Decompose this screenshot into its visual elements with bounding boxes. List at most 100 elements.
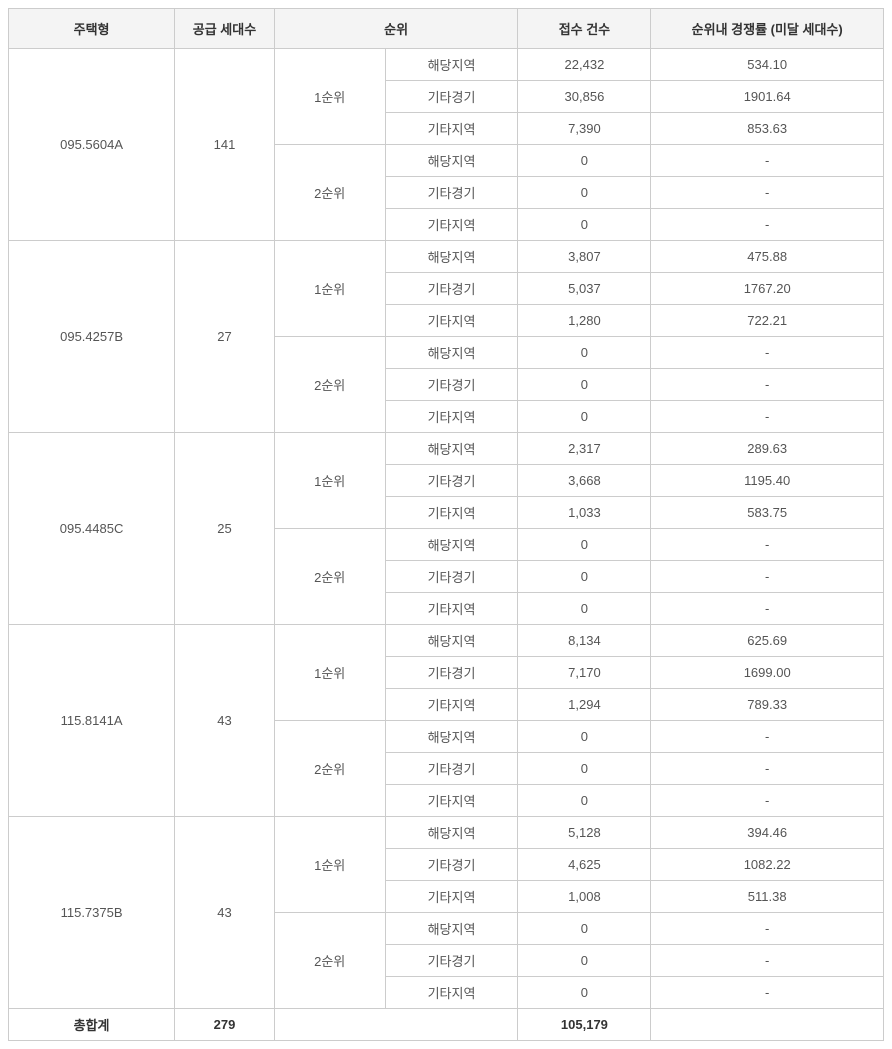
cell-rank: 1순위: [274, 433, 385, 529]
cell-region: 기타경기: [385, 177, 518, 209]
cell-total-applications: 105,179: [518, 1009, 651, 1041]
cell-ratio: 722.21: [651, 305, 884, 337]
cell-ratio: 1901.64: [651, 81, 884, 113]
cell-applications: 2,317: [518, 433, 651, 465]
cell-ratio: 289.63: [651, 433, 884, 465]
cell-total-rank-blank: [274, 1009, 518, 1041]
cell-region: 기타지역: [385, 689, 518, 721]
cell-region: 기타경기: [385, 849, 518, 881]
cell-ratio: -: [651, 785, 884, 817]
cell-applications: 0: [518, 209, 651, 241]
cell-region: 기타경기: [385, 273, 518, 305]
cell-ratio: -: [651, 721, 884, 753]
cell-rank: 2순위: [274, 913, 385, 1009]
cell-ratio: 1767.20: [651, 273, 884, 305]
cell-rank: 1순위: [274, 49, 385, 145]
cell-applications: 1,008: [518, 881, 651, 913]
cell-region: 해당지역: [385, 625, 518, 657]
cell-supply: 43: [175, 817, 275, 1009]
cell-ratio: 1195.40: [651, 465, 884, 497]
cell-house-type: 115.7375B: [9, 817, 175, 1009]
cell-region: 기타경기: [385, 465, 518, 497]
col-header-type: 주택형: [9, 9, 175, 49]
cell-applications: 0: [518, 369, 651, 401]
cell-applications: 0: [518, 561, 651, 593]
cell-applications: 0: [518, 529, 651, 561]
cell-region: 기타경기: [385, 81, 518, 113]
cell-rank: 2순위: [274, 337, 385, 433]
cell-applications: 7,390: [518, 113, 651, 145]
cell-region: 해당지역: [385, 817, 518, 849]
cell-ratio: -: [651, 145, 884, 177]
cell-ratio: -: [651, 753, 884, 785]
cell-applications: 0: [518, 913, 651, 945]
cell-applications: 0: [518, 593, 651, 625]
cell-applications: 4,625: [518, 849, 651, 881]
cell-house-type: 095.4257B: [9, 241, 175, 433]
cell-rank: 2순위: [274, 145, 385, 241]
competition-table: 주택형 공급 세대수 순위 접수 건수 순위내 경쟁률 (미달 세대수) 095…: [8, 8, 884, 1041]
table-row: 095.4485C251순위해당지역2,317289.63: [9, 433, 884, 465]
cell-ratio: -: [651, 529, 884, 561]
cell-region: 해당지역: [385, 913, 518, 945]
cell-applications: 0: [518, 401, 651, 433]
cell-applications: 5,128: [518, 817, 651, 849]
cell-rank: 1순위: [274, 817, 385, 913]
cell-region: 해당지역: [385, 529, 518, 561]
cell-house-type: 095.5604A: [9, 49, 175, 241]
table-header: 주택형 공급 세대수 순위 접수 건수 순위내 경쟁률 (미달 세대수): [9, 9, 884, 49]
cell-applications: 0: [518, 753, 651, 785]
table-total-row: 총합계279105,179: [9, 1009, 884, 1041]
cell-region: 기타경기: [385, 369, 518, 401]
cell-ratio: -: [651, 337, 884, 369]
cell-rank: 1순위: [274, 241, 385, 337]
cell-region: 해당지역: [385, 721, 518, 753]
cell-ratio: -: [651, 593, 884, 625]
cell-supply: 27: [175, 241, 275, 433]
cell-supply: 25: [175, 433, 275, 625]
cell-applications: 0: [518, 721, 651, 753]
cell-ratio: -: [651, 177, 884, 209]
cell-applications: 3,807: [518, 241, 651, 273]
table-row: 095.5604A1411순위해당지역22,432534.10: [9, 49, 884, 81]
cell-ratio: 853.63: [651, 113, 884, 145]
cell-region: 해당지역: [385, 49, 518, 81]
table-row: 095.4257B271순위해당지역3,807475.88: [9, 241, 884, 273]
col-header-ratio: 순위내 경쟁률 (미달 세대수): [651, 9, 884, 49]
cell-supply: 141: [175, 49, 275, 241]
cell-rank: 2순위: [274, 529, 385, 625]
cell-region: 해당지역: [385, 145, 518, 177]
col-header-supply: 공급 세대수: [175, 9, 275, 49]
cell-ratio: 1082.22: [651, 849, 884, 881]
cell-ratio: 789.33: [651, 689, 884, 721]
cell-region: 기타지역: [385, 593, 518, 625]
cell-applications: 0: [518, 945, 651, 977]
cell-applications: 8,134: [518, 625, 651, 657]
cell-applications: 0: [518, 977, 651, 1009]
cell-ratio: 1699.00: [651, 657, 884, 689]
cell-applications: 5,037: [518, 273, 651, 305]
cell-applications: 0: [518, 785, 651, 817]
cell-ratio: -: [651, 561, 884, 593]
cell-ratio: 583.75: [651, 497, 884, 529]
cell-region: 기타지역: [385, 209, 518, 241]
cell-region: 기타지역: [385, 977, 518, 1009]
table-body: 095.5604A1411순위해당지역22,432534.10기타경기30,85…: [9, 49, 884, 1041]
cell-total-label: 총합계: [9, 1009, 175, 1041]
cell-ratio: -: [651, 945, 884, 977]
col-header-rank: 순위: [274, 9, 518, 49]
cell-region: 기타지역: [385, 881, 518, 913]
cell-applications: 0: [518, 177, 651, 209]
cell-applications: 1,280: [518, 305, 651, 337]
cell-applications: 1,033: [518, 497, 651, 529]
cell-ratio: -: [651, 913, 884, 945]
cell-region: 해당지역: [385, 337, 518, 369]
cell-applications: 0: [518, 337, 651, 369]
cell-region: 기타경기: [385, 561, 518, 593]
cell-region: 기타지역: [385, 113, 518, 145]
cell-applications: 3,668: [518, 465, 651, 497]
cell-region: 해당지역: [385, 241, 518, 273]
cell-region: 기타경기: [385, 945, 518, 977]
cell-region: 해당지역: [385, 433, 518, 465]
cell-region: 기타지역: [385, 497, 518, 529]
